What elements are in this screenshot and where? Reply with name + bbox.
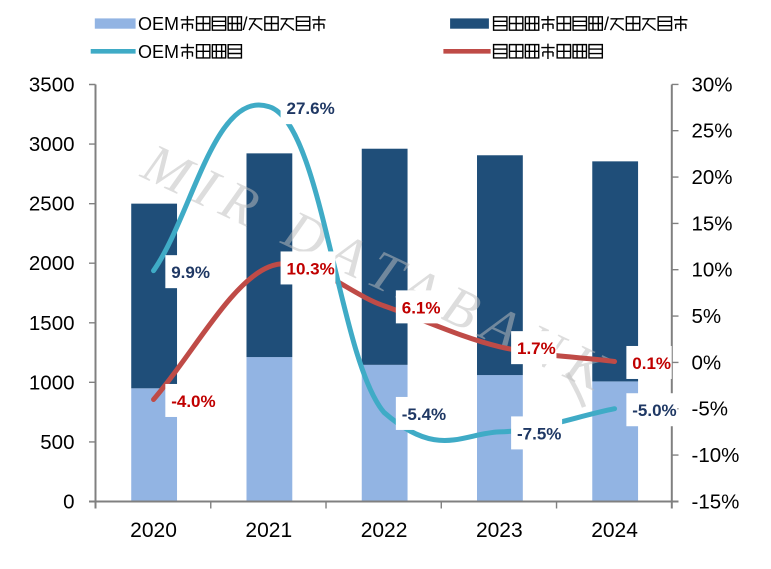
svg-text:2021: 2021 [245,519,292,542]
svg-text:/: / [604,14,609,34]
svg-text:500: 500 [40,431,74,454]
svg-text:1000: 1000 [29,371,75,394]
svg-text:2000: 2000 [29,252,75,275]
svg-text:-5.0%: -5.0% [632,401,676,420]
svg-text:2020: 2020 [130,519,177,542]
svg-text:5%: 5% [692,305,722,328]
svg-text:10.3%: 10.3% [286,259,334,278]
svg-text:0: 0 [63,491,74,514]
svg-text:0.1%: 0.1% [632,354,671,373]
svg-text:10%: 10% [692,259,733,282]
svg-text:-5%: -5% [692,398,728,421]
svg-text:OEM: OEM [138,14,179,34]
svg-text:27.6%: 27.6% [286,99,334,118]
svg-text:OEM: OEM [138,42,179,62]
svg-text:3500: 3500 [29,74,75,97]
svg-text:30%: 30% [692,73,733,96]
svg-text:3000: 3000 [29,133,75,156]
svg-text:20%: 20% [692,166,733,189]
svg-text:25%: 25% [692,120,733,143]
svg-text:2023: 2023 [476,519,523,542]
svg-text:2022: 2022 [361,519,408,542]
svg-text:6.1%: 6.1% [402,298,441,317]
svg-text:1500: 1500 [29,312,75,335]
svg-text:-4.0%: -4.0% [171,392,215,411]
svg-text:2024: 2024 [591,519,638,542]
svg-text:-7.5%: -7.5% [517,424,561,443]
svg-text:1.7%: 1.7% [517,339,556,358]
svg-text:9.9%: 9.9% [171,263,210,282]
svg-text:15%: 15% [692,212,733,235]
svg-text:/: / [243,14,248,34]
svg-text:2500: 2500 [29,193,75,216]
svg-text:-15%: -15% [692,490,740,513]
svg-text:-5.4%: -5.4% [402,405,446,424]
svg-text:-10%: -10% [692,444,740,467]
svg-text:0%: 0% [692,351,722,374]
